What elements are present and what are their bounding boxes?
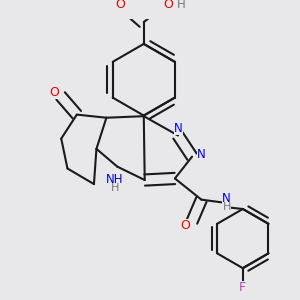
Text: H: H xyxy=(177,0,185,11)
Text: N: N xyxy=(174,122,183,134)
Text: O: O xyxy=(49,86,59,99)
Text: O: O xyxy=(115,0,125,11)
Text: N: N xyxy=(222,192,231,205)
Text: F: F xyxy=(239,281,246,294)
Text: H: H xyxy=(111,183,119,193)
Text: H: H xyxy=(222,202,231,212)
Text: N: N xyxy=(197,148,206,161)
Text: O: O xyxy=(163,0,173,11)
Text: O: O xyxy=(180,219,190,232)
Text: NH: NH xyxy=(106,172,124,186)
